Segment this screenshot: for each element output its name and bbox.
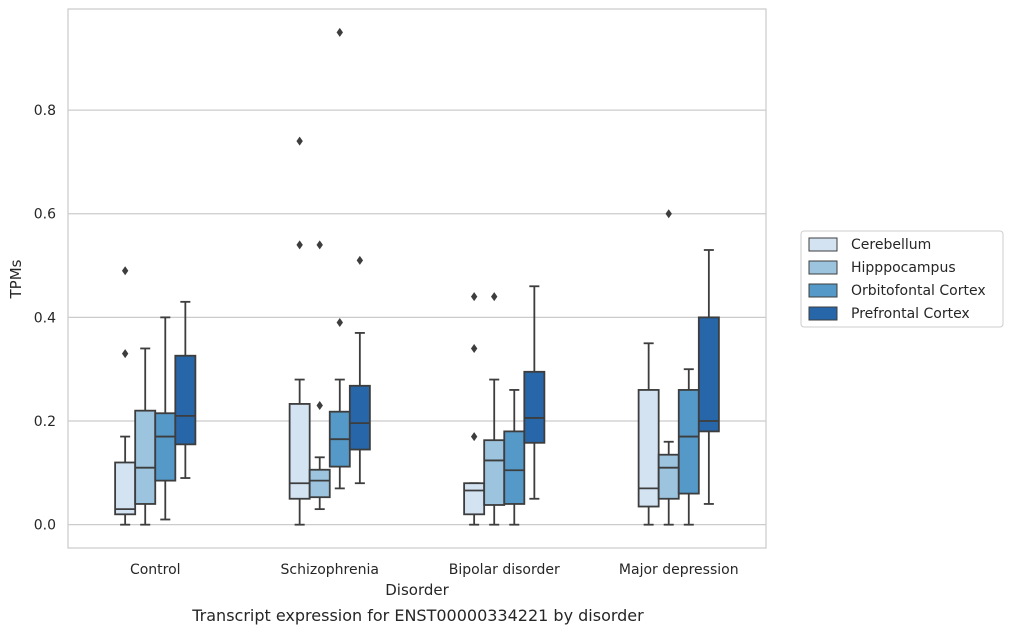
- y-tick-label: 0.0: [34, 518, 56, 534]
- outlier-point: [336, 318, 343, 328]
- box-orbitofontal-cortex: [154, 316, 177, 521]
- x-tick-label: Schizophrenia: [281, 562, 379, 578]
- box-prefrontal-cortex: [697, 249, 720, 505]
- outlier-point: [296, 240, 303, 250]
- box-rect: [134, 409, 157, 505]
- box-rect: [503, 430, 526, 505]
- box-rect: [154, 412, 177, 482]
- y-tick-label: 0.4: [34, 310, 56, 326]
- outlier-point: [470, 292, 478, 302]
- outlier-point: [356, 255, 364, 265]
- box-hipppocampus: [308, 240, 331, 511]
- box-cerebellum: [463, 292, 486, 526]
- outlier-point: [336, 27, 343, 37]
- outlier-point: [316, 240, 323, 250]
- legend-label: Cerebellum: [851, 237, 931, 253]
- outlier-point: [470, 343, 478, 353]
- outlier-point: [316, 400, 323, 410]
- box-rect: [174, 354, 197, 446]
- box-orbitofontal-cortex: [328, 27, 351, 490]
- legend-swatch: [808, 237, 838, 252]
- box-rect: [308, 468, 331, 499]
- y-tick-label: 0.8: [34, 103, 56, 119]
- box-hipppocampus: [657, 209, 680, 526]
- box-rect: [677, 389, 700, 495]
- box-rect: [657, 453, 680, 500]
- figure-caption: Transcript expression for ENST0000033422…: [192, 606, 644, 625]
- box-orbitofontal-cortex: [677, 368, 700, 526]
- y-tick-labels: 0.0 0.2 0.4 0.6 0.8: [34, 103, 56, 534]
- box-rect: [348, 384, 371, 451]
- box-hipppocampus: [134, 347, 157, 526]
- outlier-point: [296, 136, 303, 146]
- box-rect: [523, 370, 546, 444]
- x-tick-label: Major depression: [619, 562, 739, 578]
- outlier-point: [121, 349, 129, 359]
- box-orbitofontal-cortex: [503, 389, 526, 526]
- x-tick-label: Bipolar disorder: [449, 562, 560, 578]
- box-rect: [114, 461, 137, 516]
- box-cerebellum: [114, 266, 137, 526]
- box-rect: [637, 389, 660, 508]
- legend: Cerebellum Hipppocampus Orbitofontal Corte…: [800, 230, 1004, 328]
- legend-swatch: [808, 306, 838, 321]
- x-tick-label: Control: [130, 562, 181, 578]
- outlier-point: [665, 209, 672, 219]
- y-axis-label: TPMs: [7, 259, 25, 299]
- outlier-point: [121, 266, 129, 276]
- box-rect: [483, 439, 506, 506]
- box-prefrontal-cortex: [174, 300, 197, 479]
- y-tick-label: 0.2: [34, 414, 56, 430]
- box-hipppocampus: [483, 292, 506, 526]
- plot-area: [67, 8, 767, 549]
- legend-swatch: [808, 260, 838, 275]
- legend-swatch: [808, 283, 838, 298]
- boxes: [114, 27, 720, 526]
- box-rect: [463, 482, 486, 516]
- legend-label: Orbitofontal Cortex: [851, 283, 986, 299]
- outlier-point: [470, 432, 478, 442]
- outlier-point: [491, 292, 498, 302]
- box-prefrontal-cortex: [348, 255, 371, 485]
- box-rect: [288, 403, 311, 500]
- box-cerebellum: [288, 136, 311, 526]
- box-rect: [697, 316, 720, 433]
- y-tick-label: 0.6: [34, 207, 56, 223]
- legend-frame: [800, 230, 1004, 328]
- box-prefrontal-cortex: [523, 285, 546, 500]
- legend-label: Prefrontal Cortex: [851, 306, 970, 322]
- legend-label: Hipppocampus: [851, 260, 956, 276]
- box-cerebellum: [637, 342, 660, 526]
- x-tick-labels: Control Schizophrenia Bipolar disorder Majo…: [130, 562, 739, 578]
- x-axis-label: Disorder: [385, 581, 449, 599]
